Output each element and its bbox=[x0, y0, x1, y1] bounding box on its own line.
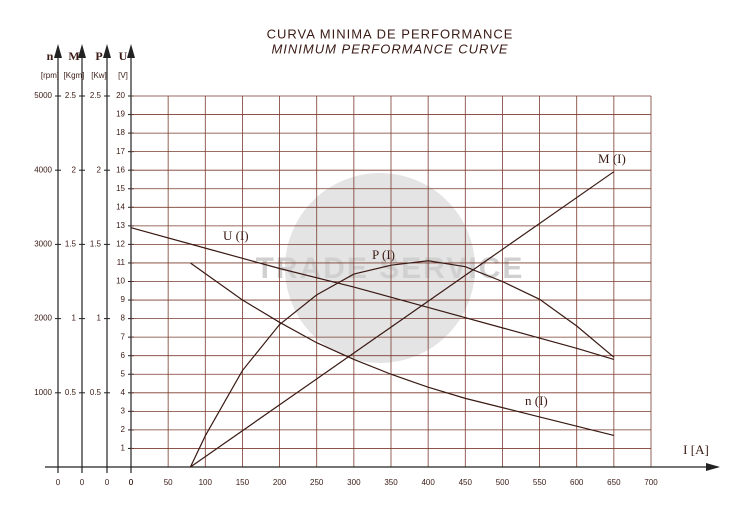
y-tick-label: 2.5 bbox=[65, 91, 77, 100]
chart-title: CURVA MINIMA DE PERFORMANCE bbox=[267, 26, 514, 41]
y-tick-label: 0 bbox=[80, 478, 85, 487]
y-tick-label: 2 bbox=[72, 165, 77, 174]
axis-arrow bbox=[127, 44, 135, 58]
y-tick-label: 2000 bbox=[34, 314, 52, 323]
y-tick-label: 12 bbox=[116, 240, 125, 249]
y-tick-label: 18 bbox=[116, 128, 125, 137]
y-tick-label: 2 bbox=[121, 425, 126, 434]
x-tick-label: 350 bbox=[384, 478, 398, 487]
axis-unit: [Kgm] bbox=[64, 71, 85, 80]
y-tick-label: 19 bbox=[116, 110, 125, 119]
y-tick-label: 1000 bbox=[34, 388, 52, 397]
axis-name: P bbox=[95, 49, 102, 63]
x-tick-label: 50 bbox=[164, 478, 173, 487]
y-tick-label: 8 bbox=[121, 314, 126, 323]
watermark: TRADE SERVICE bbox=[256, 252, 525, 285]
axis-arrow bbox=[706, 463, 720, 471]
y-tick-label: 2.5 bbox=[90, 91, 102, 100]
y-tick-label: 9 bbox=[121, 295, 126, 304]
y-tick-label: 7 bbox=[121, 332, 126, 341]
x-tick-label: 250 bbox=[310, 478, 324, 487]
y-tick-label: 1 bbox=[121, 444, 126, 453]
x-tick-label: 500 bbox=[496, 478, 510, 487]
y-tick-label: 1.5 bbox=[90, 240, 102, 249]
axis-name: M bbox=[68, 49, 79, 63]
y-tick-label: 2 bbox=[97, 165, 102, 174]
y-tick-label: 4000 bbox=[34, 165, 52, 174]
x-tick-label: 650 bbox=[607, 478, 621, 487]
y-tick-label: 0 bbox=[56, 478, 61, 487]
x-tick-label: 150 bbox=[236, 478, 250, 487]
y-tick-label: 6 bbox=[121, 351, 126, 360]
x-tick-label: 600 bbox=[570, 478, 584, 487]
x-tick-label: 300 bbox=[347, 478, 361, 487]
y-tick-label: 14 bbox=[116, 202, 125, 211]
series-line bbox=[190, 262, 615, 437]
series-label: n (I) bbox=[525, 393, 548, 408]
series-line bbox=[190, 171, 615, 468]
y-tick-label: 0 bbox=[129, 478, 134, 487]
x-tick-label: 0 bbox=[129, 478, 134, 487]
y-tick-label: 16 bbox=[116, 165, 125, 174]
y-tick-label: 4 bbox=[121, 388, 126, 397]
x-tick-label: 450 bbox=[459, 478, 473, 487]
axis-arrow bbox=[78, 44, 86, 58]
y-tick-label: 0.5 bbox=[65, 388, 77, 397]
x-axis-label: I [A] bbox=[683, 442, 709, 457]
y-tick-label: 17 bbox=[116, 147, 125, 156]
axis-unit: [V] bbox=[118, 71, 128, 80]
y-tick-label: 1 bbox=[72, 314, 77, 323]
axis-unit: [rpm] bbox=[41, 71, 59, 80]
y-tick-label: 20 bbox=[116, 91, 125, 100]
y-tick-label: 10 bbox=[116, 277, 125, 286]
axis-name: U bbox=[119, 49, 128, 63]
y-tick-label: 5 bbox=[121, 369, 126, 378]
series-line bbox=[130, 227, 615, 360]
y-tick-label: 5000 bbox=[34, 91, 52, 100]
y-tick-label: 15 bbox=[116, 184, 125, 193]
chart-subtitle: MINIMUM PERFORMANCE CURVE bbox=[271, 41, 508, 56]
axis-arrow bbox=[54, 44, 62, 58]
x-tick-label: 700 bbox=[644, 478, 658, 487]
series-label: M (I) bbox=[598, 151, 626, 166]
x-tick-label: 100 bbox=[199, 478, 213, 487]
x-tick-label: 200 bbox=[273, 478, 287, 487]
y-tick-label: 3000 bbox=[34, 240, 52, 249]
x-tick-label: 400 bbox=[421, 478, 435, 487]
axis-unit: [Kw] bbox=[91, 71, 107, 80]
y-tick-label: 11 bbox=[117, 258, 126, 267]
axis-arrow bbox=[103, 44, 111, 58]
series-line bbox=[189, 260, 615, 468]
series-label: P (I) bbox=[372, 247, 395, 262]
y-tick-label: 0.5 bbox=[90, 388, 102, 397]
x-tick-label: 550 bbox=[533, 478, 547, 487]
y-tick-label: 13 bbox=[116, 221, 125, 230]
y-tick-label: 1 bbox=[97, 314, 102, 323]
axis-name: n bbox=[47, 49, 54, 63]
y-tick-label: 0 bbox=[105, 478, 110, 487]
series-label: U (I) bbox=[223, 228, 249, 243]
y-tick-label: 1.5 bbox=[65, 240, 77, 249]
y-tick-label: 3 bbox=[121, 406, 126, 415]
